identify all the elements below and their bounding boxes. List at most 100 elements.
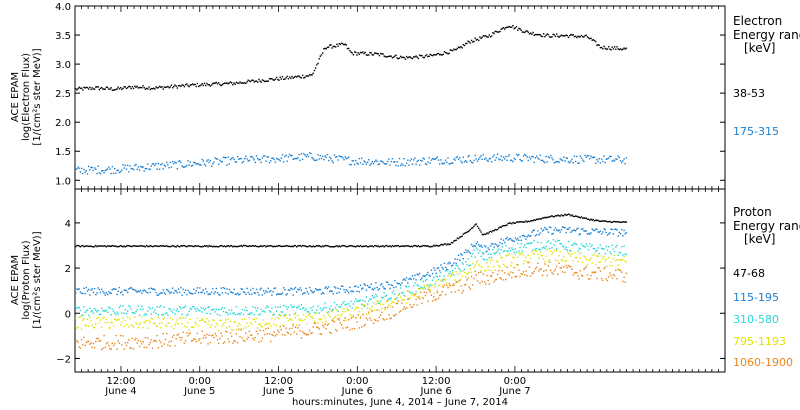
- proton-data-point: [572, 274, 574, 276]
- proton-data-point: [97, 337, 99, 340]
- electron-data-point: [475, 39, 477, 41]
- electron-data-point: [220, 84, 222, 87]
- proton-data-point: [429, 246, 431, 248]
- proton-data-point: [249, 245, 252, 247]
- electron-data-point: [199, 164, 201, 166]
- proton-data-point: [188, 310, 190, 312]
- proton-data-point: [305, 334, 307, 336]
- proton-data-point: [116, 246, 118, 248]
- proton-data-point: [231, 245, 233, 247]
- proton-data-point: [428, 289, 430, 291]
- proton-data-point: [203, 245, 206, 247]
- electron-data-point: [564, 160, 566, 162]
- electron-data-point: [275, 76, 278, 79]
- proton-data-point: [288, 318, 291, 320]
- proton-data-point: [259, 288, 261, 291]
- proton-data-point: [528, 220, 531, 223]
- proton-data-point: [534, 268, 537, 270]
- proton-data-point: [313, 322, 316, 324]
- proton-data-point: [199, 287, 201, 289]
- proton-data-point: [271, 245, 273, 247]
- electron-data-point: [248, 80, 251, 82]
- proton-data-point: [624, 233, 626, 235]
- proton-data-point: [461, 292, 463, 294]
- proton-data-point: [171, 336, 174, 338]
- electron-data-point: [169, 86, 171, 88]
- proton-data-point: [357, 245, 359, 247]
- electron-data-point: [615, 158, 617, 160]
- electron-data-point: [195, 163, 197, 165]
- electron-data-point: [219, 159, 221, 161]
- electron-data-point: [444, 159, 447, 161]
- proton-data-point: [317, 289, 319, 291]
- proton-data-point: [303, 332, 305, 334]
- proton-data-point: [545, 245, 547, 248]
- electron-data-point: [401, 163, 403, 165]
- proton-data-point: [587, 218, 590, 220]
- proton-data-point: [340, 285, 343, 287]
- proton-data-point: [358, 311, 360, 313]
- proton-data-point: [274, 306, 277, 308]
- proton-data-point: [540, 242, 542, 244]
- proton-data-point: [136, 309, 138, 311]
- electron-data-point: [134, 85, 136, 87]
- electron-data-point: [391, 57, 394, 59]
- proton-data-point: [420, 291, 422, 293]
- electron-data-point: [624, 48, 626, 50]
- x-tick-date-label: June 4: [104, 386, 136, 397]
- electron-data-point: [473, 40, 475, 43]
- proton-data-point: [511, 239, 513, 241]
- proton-data-point: [106, 341, 109, 344]
- proton-data-point: [281, 333, 284, 336]
- electron-data-point: [598, 158, 600, 160]
- proton-data-point: [474, 245, 476, 247]
- electron-data-point: [589, 158, 591, 160]
- proton-data-point: [394, 245, 396, 247]
- proton-data-point: [265, 322, 267, 324]
- proton-data-point: [362, 304, 364, 306]
- electron-ytick-label: 4.0: [55, 2, 71, 13]
- proton-data-point: [161, 322, 163, 324]
- proton-data-point: [135, 322, 137, 324]
- electron-data-point: [287, 156, 290, 158]
- electron-data-point: [181, 84, 183, 86]
- proton-data-point: [450, 273, 453, 275]
- proton-data-point: [604, 252, 606, 255]
- proton-data-point: [124, 319, 126, 322]
- proton-data-point: [195, 323, 197, 325]
- electron-data-point: [141, 86, 143, 89]
- proton-data-point: [207, 323, 209, 326]
- electron-data-point: [123, 167, 125, 169]
- electron-data-point: [298, 75, 300, 77]
- proton-data-point: [319, 288, 321, 291]
- proton-data-point: [169, 308, 171, 310]
- proton-data-point: [353, 285, 356, 288]
- electron-data-point: [293, 158, 295, 160]
- proton-data-point: [238, 313, 240, 315]
- proton-data-point: [559, 231, 561, 233]
- electron-data-point: [264, 80, 266, 83]
- proton-data-point: [616, 259, 618, 261]
- electron-data-point: [487, 160, 489, 162]
- electron-data-point: [227, 156, 229, 158]
- electron-data-point: [111, 166, 113, 168]
- proton-data-point: [346, 290, 349, 292]
- proton-data-point: [605, 231, 607, 234]
- electron-data-point: [612, 159, 615, 161]
- proton-data-point: [580, 252, 583, 254]
- proton-data-point: [335, 245, 337, 247]
- proton-data-point: [267, 287, 269, 289]
- proton-data-point: [280, 329, 282, 331]
- proton-data-point: [335, 287, 337, 289]
- proton-data-point: [546, 248, 548, 251]
- electron-data-point: [176, 168, 178, 170]
- electron-data-point: [93, 167, 96, 169]
- proton-data-point: [90, 245, 92, 247]
- electron-data-point: [242, 160, 245, 163]
- proton-data-point: [241, 337, 243, 339]
- electron-data-point: [437, 52, 440, 55]
- proton-data-point: [387, 300, 389, 302]
- proton-data-point: [586, 233, 589, 235]
- proton-data-point: [522, 246, 525, 248]
- electron-data-point: [610, 49, 612, 51]
